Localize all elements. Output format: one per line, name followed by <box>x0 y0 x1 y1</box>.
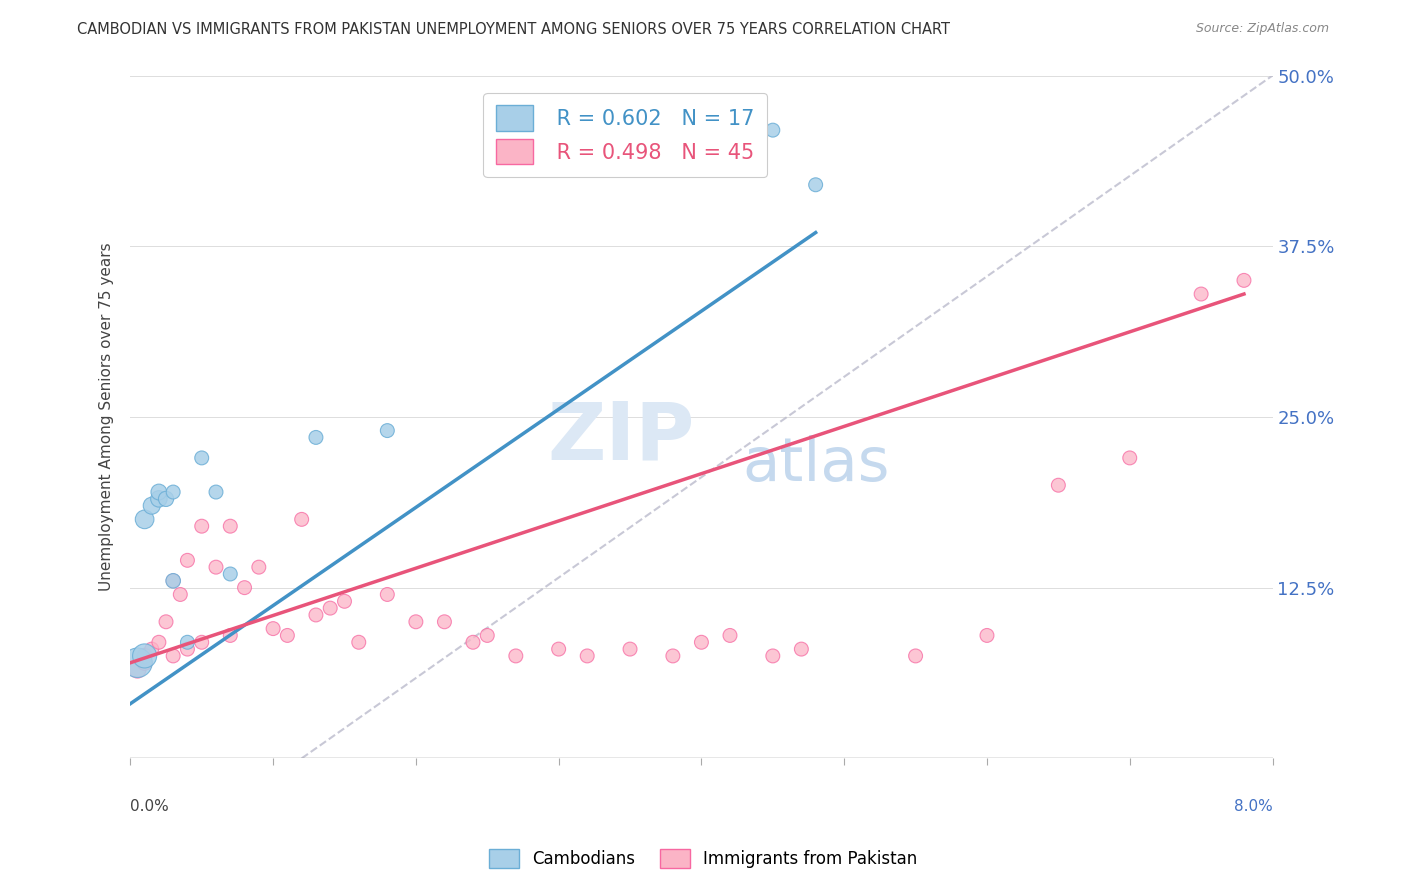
Point <box>127 663 149 677</box>
Point <box>148 491 170 506</box>
Point <box>718 628 741 642</box>
Point <box>1047 478 1070 492</box>
Legend: Cambodians, Immigrants from Pakistan: Cambodians, Immigrants from Pakistan <box>482 843 924 875</box>
Point <box>433 615 456 629</box>
Text: 8.0%: 8.0% <box>1234 799 1272 814</box>
Point <box>219 519 242 533</box>
Text: Source: ZipAtlas.com: Source: ZipAtlas.com <box>1195 22 1329 36</box>
Point <box>190 635 212 649</box>
Point <box>276 628 298 642</box>
Text: ZIP: ZIP <box>548 399 695 476</box>
Point <box>247 560 270 574</box>
Point <box>219 566 242 581</box>
Point <box>155 491 177 506</box>
Point <box>141 499 163 513</box>
Point <box>162 574 184 588</box>
Point <box>505 648 527 663</box>
Point <box>976 628 998 642</box>
Point <box>162 485 184 500</box>
Point <box>233 581 256 595</box>
Point <box>169 587 191 601</box>
Point <box>176 553 198 567</box>
Point <box>333 594 356 608</box>
Point <box>127 656 149 670</box>
Point <box>162 648 184 663</box>
Point <box>804 178 827 192</box>
Point <box>576 648 599 663</box>
Point <box>190 519 212 533</box>
Point <box>305 607 328 622</box>
Point <box>347 635 370 649</box>
Point <box>547 642 569 657</box>
Point <box>205 560 228 574</box>
Point <box>762 123 785 137</box>
Point <box>1119 450 1142 465</box>
Point <box>1189 287 1212 301</box>
Point <box>176 642 198 657</box>
Point <box>176 635 198 649</box>
Text: CAMBODIAN VS IMMIGRANTS FROM PAKISTAN UNEMPLOYMENT AMONG SENIORS OVER 75 YEARS C: CAMBODIAN VS IMMIGRANTS FROM PAKISTAN UN… <box>77 22 950 37</box>
Point <box>319 601 342 615</box>
Point <box>262 622 284 636</box>
Point <box>162 574 184 588</box>
Point <box>219 628 242 642</box>
Point <box>477 628 499 642</box>
Point <box>1233 273 1256 287</box>
Point <box>375 587 398 601</box>
Point <box>690 635 713 649</box>
Point <box>790 642 813 657</box>
Point <box>148 485 170 500</box>
Point <box>134 648 156 663</box>
Point <box>762 648 785 663</box>
Point <box>405 615 427 629</box>
Point <box>205 485 228 500</box>
Text: 0.0%: 0.0% <box>131 799 169 814</box>
Point <box>375 424 398 438</box>
Point <box>305 430 328 444</box>
Text: atlas: atlas <box>742 435 890 494</box>
Point <box>619 642 641 657</box>
Point <box>461 635 484 649</box>
Point <box>662 648 685 663</box>
Point <box>155 615 177 629</box>
Point <box>134 512 156 526</box>
Point <box>141 642 163 657</box>
Point <box>148 635 170 649</box>
Point <box>291 512 314 526</box>
Point <box>190 450 212 465</box>
Point <box>904 648 927 663</box>
Legend:  R = 0.602   N = 17,  R = 0.498   N = 45: R = 0.602 N = 17, R = 0.498 N = 45 <box>484 93 766 177</box>
Y-axis label: Unemployment Among Seniors over 75 years: Unemployment Among Seniors over 75 years <box>100 243 114 591</box>
Point <box>134 656 156 670</box>
Point <box>134 648 156 663</box>
